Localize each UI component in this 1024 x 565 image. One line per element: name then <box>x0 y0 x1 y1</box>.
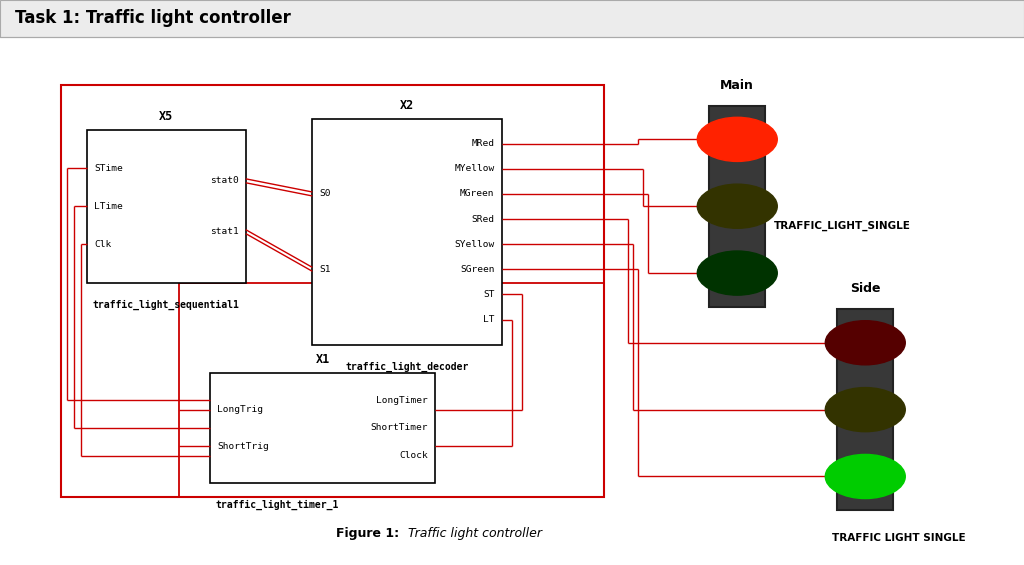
Bar <box>210 373 435 483</box>
Text: traffic_light_decoder: traffic_light_decoder <box>345 362 469 372</box>
Text: ShortTrig: ShortTrig <box>217 442 269 451</box>
Text: Figure 1:: Figure 1: <box>336 527 399 541</box>
Text: S0: S0 <box>319 189 331 198</box>
Text: traffic_light_timer_1: traffic_light_timer_1 <box>215 500 338 510</box>
Text: stat0: stat0 <box>210 176 239 185</box>
Bar <box>312 119 502 345</box>
Text: Task 1: Traffic light controller: Task 1: Traffic light controller <box>15 9 291 27</box>
Text: LTime: LTime <box>94 202 123 211</box>
Text: Traffic light controller: Traffic light controller <box>404 527 543 541</box>
Circle shape <box>697 118 777 162</box>
Text: X2: X2 <box>400 99 414 112</box>
Text: SGreen: SGreen <box>460 265 495 274</box>
Bar <box>838 310 893 510</box>
Bar <box>87 130 246 282</box>
Text: S1: S1 <box>319 265 331 274</box>
Text: stat1: stat1 <box>210 227 239 236</box>
Circle shape <box>825 321 905 365</box>
Text: X5: X5 <box>160 110 173 123</box>
Text: MGreen: MGreen <box>460 189 495 198</box>
Bar <box>709 106 766 306</box>
Bar <box>0 0 1024 37</box>
Text: ST: ST <box>483 290 495 299</box>
Circle shape <box>825 388 905 432</box>
Text: STime: STime <box>94 164 123 172</box>
Text: traffic_light_sequential1: traffic_light_sequential1 <box>92 299 239 310</box>
Text: Clock: Clock <box>399 451 428 460</box>
Text: LongTrig: LongTrig <box>217 405 263 414</box>
Text: ShortTimer: ShortTimer <box>371 424 428 432</box>
Text: TRAFFIC LIGHT SINGLE: TRAFFIC LIGHT SINGLE <box>831 532 966 542</box>
Bar <box>61 85 604 497</box>
Text: SYellow: SYellow <box>455 240 495 249</box>
Text: X1: X1 <box>315 353 330 366</box>
Text: LT: LT <box>483 315 495 324</box>
Circle shape <box>697 184 777 228</box>
Text: MRed: MRed <box>472 139 495 148</box>
Text: MYellow: MYellow <box>455 164 495 173</box>
Circle shape <box>825 454 905 498</box>
Circle shape <box>697 251 777 295</box>
Text: Clk: Clk <box>94 240 112 249</box>
Text: LongTimer: LongTimer <box>376 396 428 405</box>
Text: SRed: SRed <box>472 215 495 224</box>
Text: Side: Side <box>850 282 881 295</box>
Text: Main: Main <box>720 79 755 92</box>
Text: TRAFFIC_LIGHT_SINGLE: TRAFFIC_LIGHT_SINGLE <box>774 221 910 232</box>
Bar <box>179 282 604 497</box>
